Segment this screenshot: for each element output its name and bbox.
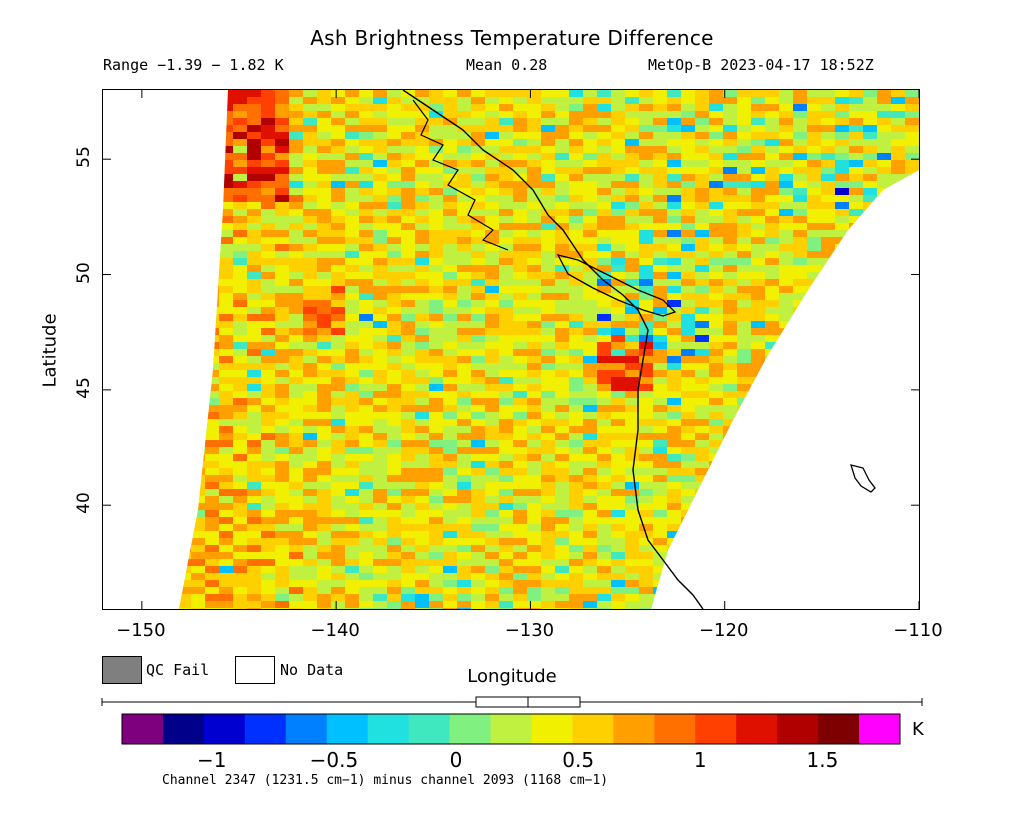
colorbar-unit: K <box>912 719 924 740</box>
colorbar-tick-label: −0.5 <box>309 748 359 772</box>
x-tick-label: −120 <box>698 620 749 641</box>
colorbar-swatch <box>285 714 328 744</box>
map-plot-area <box>102 89 920 610</box>
colorbar-swatch <box>449 714 492 744</box>
range-text: Range −1.39 − 1.82 K <box>103 56 284 74</box>
colorbar <box>121 713 901 745</box>
colorbar-swatch <box>859 714 901 744</box>
colorbar-swatch <box>613 714 655 744</box>
qc-fail-label: QC Fail <box>146 661 210 679</box>
x-tick-label: −110 <box>893 620 943 641</box>
y-tick-label: 55 <box>74 146 94 169</box>
no-data-label: No Data <box>280 661 344 679</box>
colorbar-swatch <box>203 714 246 744</box>
y-axis-title: Latitude <box>39 313 61 388</box>
colorbar-swatch <box>122 714 164 744</box>
colorbar-swatch <box>818 714 860 744</box>
coastline <box>402 90 704 609</box>
colorbar-swatch <box>244 714 287 744</box>
colorbar-tick-label: 1.5 <box>806 748 839 772</box>
x-tick-label: −150 <box>116 620 166 641</box>
scrollbar-indicator <box>101 696 923 708</box>
ash-btd-map <box>103 90 919 609</box>
qc-fail-swatch <box>102 656 142 684</box>
colorbar-swatch <box>531 714 573 744</box>
island-outline <box>556 254 677 317</box>
colorbar-tick-label: 0.5 <box>562 748 595 772</box>
colorbar-swatch <box>777 714 819 744</box>
x-axis-title: Longitude <box>467 666 557 687</box>
satellite-time-text: MetOp-B 2023-04-17 18:52Z <box>648 56 874 74</box>
colorbar-tick-label: −1 <box>197 748 227 772</box>
colorbar-tick-label: 0 <box>449 748 463 772</box>
colorbar-swatch <box>326 714 369 744</box>
chart-title: Ash Brightness Temperature Difference <box>310 26 714 50</box>
colorbar-swatch <box>654 714 696 744</box>
x-tick-label: −130 <box>504 620 555 641</box>
colorbar-swatch <box>490 714 532 744</box>
mean-text: Mean 0.28 <box>466 56 548 74</box>
x-tick-label: −140 <box>310 620 360 641</box>
y-tick-label: 40 <box>74 492 94 515</box>
colorbar-swatch <box>572 714 614 744</box>
y-tick-label: 45 <box>74 377 94 399</box>
no-data-swatch <box>235 656 275 684</box>
footnote: Channel 2347 (1231.5 cm−1) minus channel… <box>162 773 609 788</box>
colorbar-swatch <box>408 714 451 744</box>
colorbar-tick-label: 1 <box>693 748 707 772</box>
colorbar-swatch <box>367 714 410 744</box>
colorbar-swatch <box>736 714 778 744</box>
fjord-outline <box>412 99 509 251</box>
y-tick-label: 50 <box>74 261 94 284</box>
colorbar-swatch <box>162 714 205 744</box>
lake-outline <box>850 464 876 493</box>
colorbar-swatch <box>695 714 737 744</box>
